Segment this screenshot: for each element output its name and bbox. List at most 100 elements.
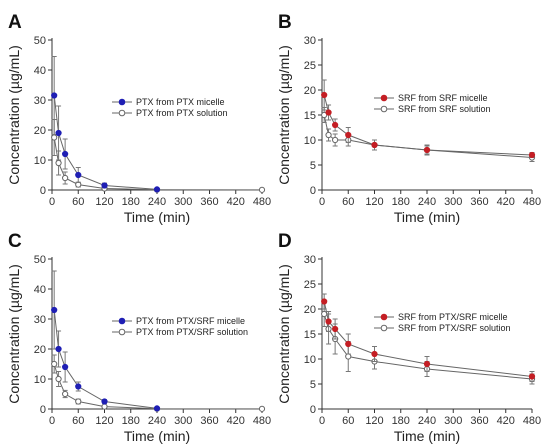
data-point [332, 121, 339, 129]
legend-label: PTX from PTX micelle [136, 97, 225, 107]
y-tick-label: 30 [34, 314, 46, 326]
panel-letter: A [8, 12, 22, 33]
x-tick-label: 480 [523, 415, 541, 427]
x-tick-label: 0 [319, 415, 325, 427]
series-line [53, 95, 158, 190]
y-tick-label: 25 [304, 279, 316, 291]
y-tick-label: 25 [304, 60, 316, 72]
legend-marker [118, 98, 126, 106]
y-tick-label: 30 [304, 35, 316, 47]
x-tick-label: 240 [148, 196, 166, 208]
series-solution [51, 119, 266, 193]
data-point [423, 146, 431, 154]
data-point [258, 405, 266, 412]
y-tick-label: 0 [40, 404, 46, 416]
data-point [258, 186, 266, 193]
data-point [101, 182, 108, 189]
chart-panel-c: C 0 10 20 30 40 50 0 60 120 180 240 300 360 420 480 Time… [6, 231, 271, 444]
y-tick-label: 10 [304, 135, 316, 147]
data-point [332, 325, 339, 333]
y-tick-label: 50 [34, 35, 46, 47]
x-tick-label: 360 [200, 415, 218, 427]
x-tick-label: 420 [497, 415, 515, 427]
x-tick-label: 60 [72, 196, 84, 208]
x-axis-title: Time (min) [124, 428, 190, 444]
y-axis-title: Concentration (µg/mL) [276, 45, 292, 185]
y-tick-label: 20 [304, 85, 316, 97]
legend-label: SRF from PTX/SRF micelle [398, 312, 508, 322]
data-point [75, 383, 82, 390]
data-point [153, 186, 161, 193]
x-axis-title: Time (min) [394, 428, 460, 444]
legend-label: PTX from PTX solution [136, 108, 228, 118]
legend-marker [118, 317, 126, 325]
x-tick-label: 0 [319, 196, 325, 208]
data-point [75, 171, 82, 179]
legend-marker [380, 324, 388, 332]
panel-letter: D [278, 231, 292, 252]
data-point [62, 174, 69, 182]
x-tick-label: 420 [227, 415, 245, 427]
x-tick-label: 120 [95, 415, 113, 427]
x-tick-label: 420 [227, 196, 245, 208]
y-axis-title: Concentration (µg/mL) [276, 264, 292, 404]
series-micelle [51, 56, 161, 193]
series-solution [51, 354, 266, 412]
x-tick-label: 180 [392, 196, 410, 208]
x-tick-label: 180 [122, 415, 140, 427]
y-tick-label: 5 [310, 379, 316, 391]
data-point [321, 298, 328, 305]
legend-label: PTX from PTX/SRF micelle [136, 316, 245, 326]
y-tick-label: 5 [310, 160, 316, 172]
x-tick-label: 360 [470, 196, 488, 208]
series-micelle [321, 293, 536, 382]
legend-marker [118, 328, 126, 336]
x-tick-label: 480 [523, 196, 541, 208]
y-tick-label: 20 [34, 125, 46, 137]
series-line [53, 363, 263, 410]
x-tick-label: 300 [444, 415, 462, 427]
legend-label: SRF from SRF solution [398, 104, 491, 114]
x-tick-label: 360 [470, 415, 488, 427]
series-micelle [51, 270, 161, 412]
data-point [153, 405, 161, 412]
series-micelle [321, 79, 536, 159]
legend-marker [380, 313, 388, 321]
data-point [55, 159, 62, 167]
x-tick-label: 360 [200, 196, 218, 208]
y-tick-label: 50 [34, 254, 46, 266]
y-tick-label: 10 [34, 155, 46, 167]
data-point [325, 131, 332, 139]
legend-marker [380, 94, 388, 102]
y-tick-label: 15 [304, 329, 316, 341]
series-line [53, 309, 158, 409]
data-point [75, 398, 82, 405]
x-axis-title: Time (min) [394, 209, 460, 225]
data-point [62, 363, 69, 371]
chart-panel-a: A 0 10 20 30 40 50 0 60 120 180 240 300 360 420 480 Time… [6, 12, 271, 225]
data-point [325, 109, 332, 116]
data-point [51, 134, 58, 141]
series-line [53, 137, 263, 191]
x-tick-label: 60 [72, 415, 84, 427]
data-point [62, 390, 69, 398]
data-point [345, 340, 352, 348]
y-tick-label: 0 [310, 185, 316, 197]
data-point [55, 345, 62, 353]
x-tick-label: 180 [392, 415, 410, 427]
x-tick-label: 240 [148, 415, 166, 427]
x-tick-label: 420 [497, 196, 515, 208]
x-tick-label: 60 [342, 196, 354, 208]
legend-marker [118, 109, 126, 117]
x-tick-label: 300 [174, 196, 192, 208]
data-point [528, 151, 536, 159]
data-point [101, 403, 108, 410]
data-point [321, 310, 328, 318]
data-point [101, 398, 108, 405]
data-point [51, 360, 58, 368]
y-tick-label: 30 [34, 95, 46, 107]
